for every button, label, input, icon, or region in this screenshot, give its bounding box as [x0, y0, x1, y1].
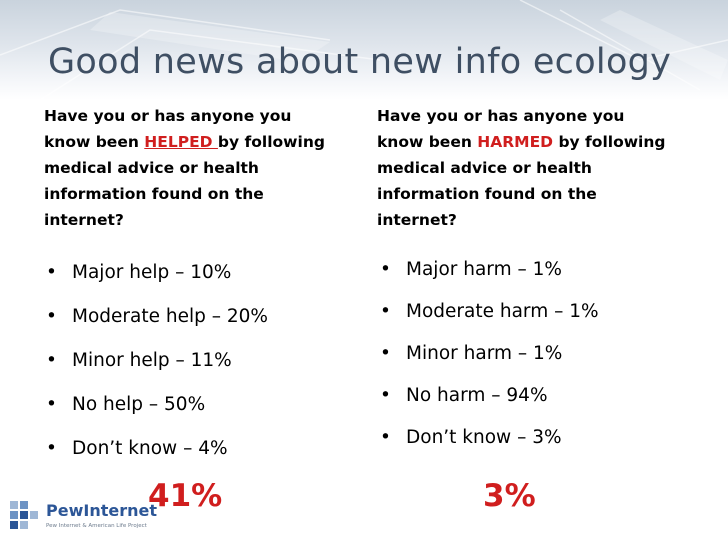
- bullet-text: Moderate help – 20%: [72, 306, 268, 327]
- bullet-text: Major help – 10%: [72, 262, 232, 283]
- list-item: • Moderate help – 20%: [44, 305, 268, 329]
- list-item: • Minor harm – 1%: [378, 342, 599, 366]
- pew-internet-logo: PewInternet Pew Internet & American Life…: [8, 495, 158, 543]
- bullet-icon: •: [380, 343, 391, 364]
- harmed-keyword: HARMED: [477, 133, 554, 151]
- list-item: • No harm – 94%: [378, 384, 599, 408]
- list-item: • Don’t know – 4%: [44, 437, 268, 461]
- list-item: • No help – 50%: [44, 393, 268, 417]
- bullet-text: Don’t know – 4%: [72, 438, 228, 459]
- bullet-text: No harm – 94%: [406, 385, 548, 406]
- helped-total: 41%: [148, 478, 223, 514]
- bullet-icon: •: [46, 350, 57, 371]
- slide-title: Good news about new info ecology: [48, 42, 672, 82]
- helped-question-text-2: by following medical advice or health in…: [44, 133, 325, 229]
- helped-bullet-list: • Major help – 10% • Moderate help – 20% •…: [44, 261, 268, 481]
- bullet-text: Major harm – 1%: [406, 259, 562, 280]
- logo-tagline: Pew Internet & American Life Project: [46, 523, 147, 529]
- bullet-icon: •: [380, 259, 391, 280]
- logo-name: PewInternet: [46, 501, 157, 520]
- bullet-text: Don’t know – 3%: [406, 427, 562, 448]
- bullet-icon: •: [380, 427, 391, 448]
- bullet-icon: •: [46, 306, 57, 327]
- helped-keyword: HELPED: [144, 133, 218, 151]
- helped-question-text-1: Have you or has anyone you know been: [44, 107, 292, 151]
- bullet-icon: •: [46, 394, 57, 415]
- list-item: • Minor help – 11%: [44, 349, 268, 373]
- laptop-background-graphic: [0, 0, 728, 100]
- list-item: • Major harm – 1%: [378, 258, 599, 282]
- harmed-question-text-2: by following medical advice or health in…: [377, 133, 666, 229]
- bullet-text: Minor help – 11%: [72, 350, 232, 371]
- harmed-question-text-1: Have you or has anyone you know been: [377, 107, 625, 151]
- bullet-text: No help – 50%: [72, 394, 206, 415]
- harmed-bullet-list: • Major harm – 1% • Moderate harm – 1% • Mi…: [378, 258, 599, 468]
- list-item: • Don’t know – 3%: [378, 426, 599, 450]
- bullet-icon: •: [46, 262, 57, 283]
- bullet-icon: •: [380, 385, 391, 406]
- list-item: • Major help – 10%: [44, 261, 268, 285]
- harmed-total: 3%: [483, 478, 536, 514]
- list-item: • Moderate harm – 1%: [378, 300, 599, 324]
- harmed-question: Have you or has anyone you know been HAR…: [377, 103, 669, 233]
- pew-logo-icon: [10, 501, 38, 529]
- bullet-text: Minor harm – 1%: [406, 343, 563, 364]
- bullet-text: Moderate harm – 1%: [406, 301, 599, 322]
- bullet-icon: •: [46, 438, 57, 459]
- bullet-icon: •: [380, 301, 391, 322]
- helped-question: Have you or has anyone you know been HEL…: [44, 103, 336, 233]
- header-background: [0, 0, 728, 100]
